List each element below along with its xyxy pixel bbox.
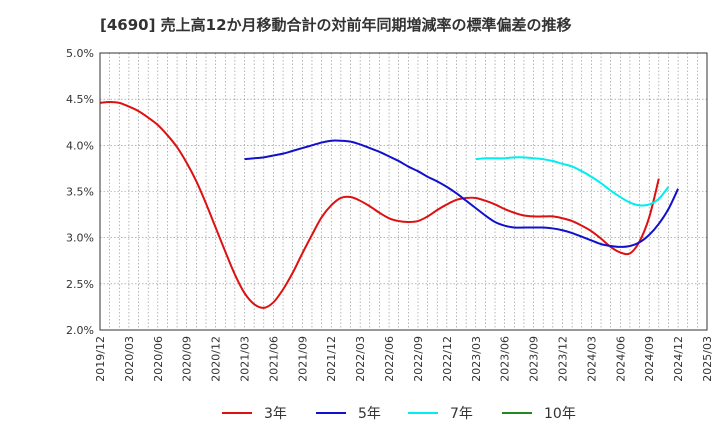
x-tick-label: 2023/03 xyxy=(470,336,483,382)
y-tick-label: 3.5% xyxy=(66,186,94,199)
series-layer xyxy=(99,100,680,309)
x-tick-label: 2021/09 xyxy=(296,336,309,382)
y-tick-label: 2.0% xyxy=(66,324,94,337)
x-tick-label: 2025/03 xyxy=(701,336,714,382)
x-tick-label: 2021/03 xyxy=(239,336,252,382)
legend-label: 3年 xyxy=(264,406,287,422)
grid-lines xyxy=(100,53,707,330)
y-tick-label: 5.0% xyxy=(66,47,94,60)
x-tick-label: 2024/09 xyxy=(643,336,656,382)
x-tick-label: 2022/09 xyxy=(412,336,425,382)
series-line-1 xyxy=(99,100,660,309)
x-tick-label: 2020/12 xyxy=(210,336,223,382)
x-tick-label: 2019/12 xyxy=(94,336,107,382)
y-tick-label: 4.5% xyxy=(66,93,94,106)
series-line-3 xyxy=(475,156,670,207)
x-tick-label: 2023/12 xyxy=(556,336,569,382)
x-tick-label: 2023/09 xyxy=(528,336,541,382)
y-tick-label: 4.0% xyxy=(66,139,94,152)
legend-label: 7年 xyxy=(450,406,473,422)
y-tick-label: 2.5% xyxy=(66,278,94,291)
legend-label: 10年 xyxy=(544,406,576,422)
legend-label: 5年 xyxy=(358,406,381,422)
x-tick-label: 2022/06 xyxy=(383,336,396,382)
series-line-2 xyxy=(244,139,680,248)
x-tick-label: 2022/03 xyxy=(354,336,367,382)
x-tick-label: 2024/06 xyxy=(614,336,627,382)
x-tick-label: 2023/06 xyxy=(499,336,512,382)
x-tick-label: 2022/12 xyxy=(441,336,454,382)
x-tick-label: 2021/12 xyxy=(325,336,338,382)
legend: 3年 5年 7年 10年 xyxy=(222,406,576,422)
chart-title: [4690] 売上高12か月移動合計の対前年同期増減率の標準偏差の推移 xyxy=(100,16,572,34)
x-tick-label: 2020/03 xyxy=(123,336,136,382)
axes: 2.0% 2.5% 3.0% 3.5% 4.0% 4.5% 5.0% 2019/12 2020/… xyxy=(66,47,714,382)
x-tick-label: 2020/09 xyxy=(181,336,194,382)
x-tick-label: 2020/06 xyxy=(152,336,165,382)
x-tick-label: 2024/12 xyxy=(672,336,685,382)
y-tick-label: 3.0% xyxy=(66,232,94,245)
plot-frame xyxy=(99,52,708,331)
x-tick-label: 2024/03 xyxy=(585,336,598,382)
x-tick-label: 2021/06 xyxy=(267,336,280,382)
